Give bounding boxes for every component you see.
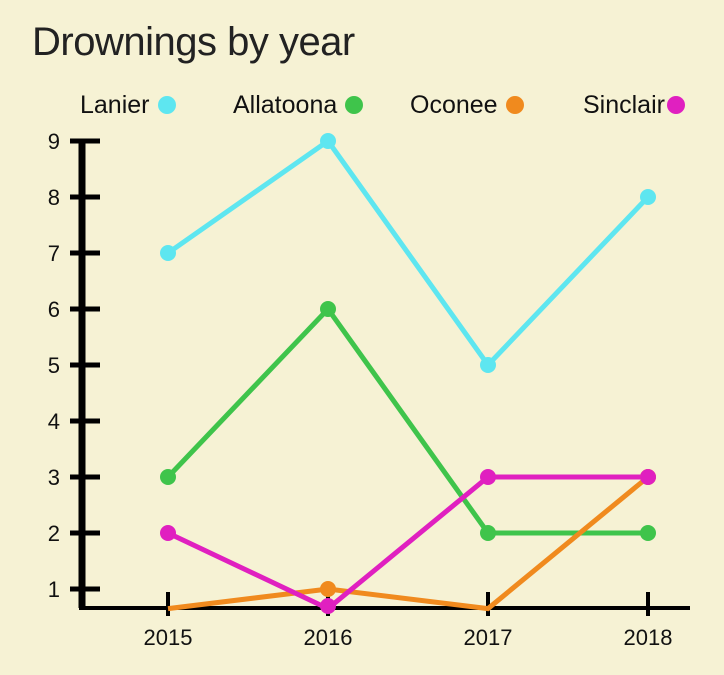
legend-label-oconee: Oconee bbox=[410, 90, 498, 119]
legend-marker-allatoona bbox=[345, 96, 364, 114]
legend-marker-lanier bbox=[157, 96, 176, 114]
chart-title: Drownings by year bbox=[32, 20, 355, 64]
data-point-oconee-2016 bbox=[320, 581, 336, 597]
y-tick-label-6: 6 bbox=[48, 297, 60, 322]
y-tick-label-7: 7 bbox=[48, 241, 60, 266]
data-point-allatoona-2017 bbox=[480, 525, 496, 541]
legend-item-lanier: Lanier bbox=[80, 90, 176, 120]
y-tick-label-5: 5 bbox=[48, 353, 60, 378]
legend-label-allatoona: Allatoona bbox=[233, 90, 338, 119]
data-point-lanier-2017 bbox=[480, 357, 496, 373]
y-tick-label-2: 2 bbox=[48, 521, 60, 546]
data-point-sinclair-2017 bbox=[480, 469, 496, 485]
x-tick-label-2018: 2018 bbox=[624, 625, 673, 650]
legend-marker-oconee bbox=[505, 96, 524, 114]
y-tick-label-8: 8 bbox=[48, 185, 60, 210]
data-point-allatoona-2016 bbox=[320, 301, 336, 317]
series-line-oconee bbox=[167, 475, 650, 612]
x-tick-label-2017: 2017 bbox=[464, 625, 513, 650]
data-point-allatoona-2015 bbox=[160, 469, 176, 485]
legend-item-oconee: Oconee bbox=[410, 90, 524, 120]
legend-marker-sinclair bbox=[666, 96, 685, 114]
data-point-allatoona-2018 bbox=[640, 525, 656, 541]
data-point-sinclair-2016 bbox=[320, 598, 336, 614]
legend-label-lanier: Lanier bbox=[80, 90, 150, 119]
data-point-sinclair-2018 bbox=[640, 469, 656, 485]
data-point-sinclair-2015 bbox=[160, 525, 176, 541]
y-tick-label-3: 3 bbox=[48, 465, 60, 490]
series-line-lanier bbox=[166, 137, 650, 369]
x-tick-label-2015: 2015 bbox=[144, 625, 193, 650]
legend-item-sinclair: Sinclair bbox=[583, 90, 685, 120]
data-point-lanier-2018 bbox=[640, 189, 656, 205]
y-tick-label-1: 1 bbox=[48, 577, 60, 602]
y-tick-label-9: 9 bbox=[48, 129, 60, 154]
x-tick-label-2016: 2016 bbox=[304, 625, 353, 650]
legend-label-sinclair: Sinclair bbox=[583, 90, 665, 119]
series-line-allatoona bbox=[166, 305, 648, 536]
series-line-sinclair bbox=[166, 474, 648, 612]
y-tick-label-4: 4 bbox=[48, 409, 60, 434]
data-point-lanier-2015 bbox=[160, 245, 176, 261]
legend-item-allatoona: Allatoona bbox=[233, 90, 364, 120]
data-point-lanier-2016 bbox=[320, 133, 336, 149]
